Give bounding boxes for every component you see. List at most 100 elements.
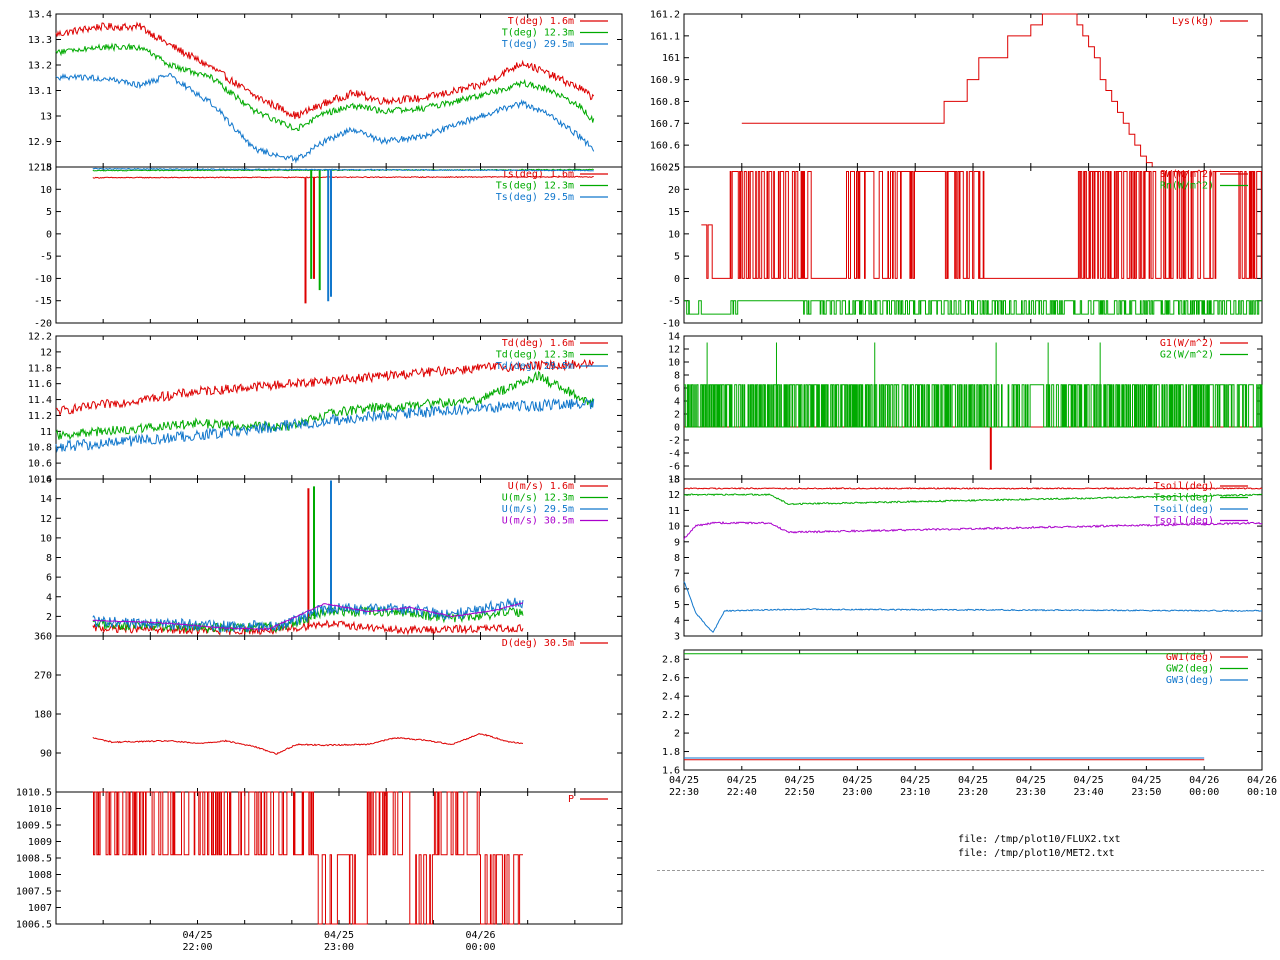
x-tick-date: 04/25 [727,775,757,786]
series-line-1 [55,42,595,131]
legend-label: U(m/s) 30.5m [502,516,574,527]
y-tick-label: 10.4 [28,475,52,486]
y-tick-label: 1008 [28,870,52,881]
legend-label: Tsoil(deg) [1154,504,1214,515]
y-tick-label: 12 [40,347,52,358]
x-tick-time: 23:00 [324,942,354,953]
y-tick-label: 8 [674,371,680,382]
y-tick-label: 1.8 [662,747,680,758]
y-tick-label: 5 [674,600,680,611]
x-tick-time: 23:30 [1016,787,1046,798]
y-tick-label: 3 [674,632,680,643]
y-tick-label: 13.3 [28,35,52,46]
x-tick-date: 04/25 [900,775,930,786]
y-tick-label: -15 [34,296,52,307]
y-tick-label: 13 [40,112,52,123]
y-tick-label: -10 [34,274,52,285]
y-tick-label: 12 [40,514,52,525]
y-tick-label: 13.1 [28,86,52,97]
series-line-1 [684,300,1262,315]
y-tick-label: -20 [34,319,52,330]
y-tick-label: 360 [34,632,52,643]
series-line-0 [55,358,595,417]
y-tick-label: 1007.5 [16,887,52,898]
separator-rule [657,870,1264,871]
legend-label: Td(deg) 12.3m [496,350,574,361]
y-tick-label: 180 [34,710,52,721]
series-line-1 [684,384,1263,428]
y-tick-label: 1010.5 [16,788,52,799]
legend-label: T(deg) 1.6m [508,16,574,27]
legend-label: Ts(deg) 12.3m [496,181,574,192]
legend-label: U(m/s) 12.3m [502,493,574,504]
y-tick-label: 4 [674,397,680,408]
chart-left-wind-direction: 90 180 270 360 D(deg) 30.5m [34,632,623,793]
y-tick-label: 12.9 [28,137,52,148]
legend-label: G2(W/m^2) [1160,350,1214,361]
y-tick-label: 1009.5 [16,821,52,832]
x-tick-time: 23:50 [1131,787,1161,798]
chart-right-ground-heat: -8 -6 -4 -2 0 2 4 6 8 10 12 14 G1(W/m^2)G2(W/m^2) [668,332,1263,486]
x-tick-time: 22:40 [727,787,757,798]
y-tick-label: 2 [674,729,680,740]
legend-label: Tsoil(deg) [1154,516,1214,527]
y-tick-label: 15 [668,207,680,218]
y-tick-label: 1.6 [662,766,680,777]
y-tick-label: 6 [674,384,680,395]
y-tick-label: 4 [46,592,52,603]
chart-left-pressure: 1006.5 1007 1007.5 1008 1008.5 1009 1009.5 1010… [16,788,623,931]
x-tick-time: 22:30 [669,787,699,798]
y-tick-label: 25 [668,163,680,174]
y-tick-label: 11 [40,427,52,438]
y-tick-label: 160.9 [650,75,680,86]
y-tick-label: 160.8 [650,97,680,108]
y-tick-label: -5 [40,252,52,263]
y-tick-label: 10 [40,185,52,196]
series-line-1 [92,486,524,634]
legend-label: GW2(deg) [1166,664,1214,675]
y-tick-label: 10 [668,229,680,240]
series-line-0 [741,13,1153,167]
y-tick-label: 4 [674,616,680,627]
y-tick-label: 160.7 [650,119,680,130]
y-tick-label: 1008.5 [16,854,52,865]
x-tick-date: 04/26 [465,930,495,941]
y-tick-label: 11.6 [28,379,52,390]
legend-label: U(m/s) 1.6m [508,481,574,492]
y-tick-label: 1007 [28,903,52,914]
y-tick-label: 1006.5 [16,920,52,931]
y-tick-label: 160.5 [650,163,680,174]
y-tick-label: 8 [674,553,680,564]
x-tick-date: 04/25 [324,930,354,941]
legend-label: Td(deg) 1.6m [502,338,574,349]
chart-right-soil-temperature: 345678910111213Tsoil(deg)Tsoil(deg)Tsoil… [668,475,1263,643]
x-tick-date: 04/25 [182,930,212,941]
series-line-0 [92,791,523,925]
x-tick-time: 23:00 [842,787,872,798]
x-tick-date: 04/25 [1131,775,1161,786]
y-tick-label: 1010 [28,804,52,815]
y-tick-label: 0 [674,274,680,285]
series-line-2 [92,167,594,302]
y-tick-label: 12.2 [28,332,52,343]
chart-left-dewpoint: 10.4 10.6 10.8 11 11.2 11.4 11.6 11.8 12 12.2 Td(d… [28,332,623,486]
y-tick-label: 5 [674,252,680,263]
y-tick-label: 161.1 [650,31,680,42]
y-tick-label: 2.4 [662,692,680,703]
y-tick-label: -8 [668,475,680,486]
y-tick-label: 13 [668,475,680,486]
series-line-2 [55,72,595,164]
y-tick-label: 13.4 [28,10,52,21]
x-tick-time: 00:00 [465,942,495,953]
series-line-1 [55,370,595,440]
y-tick-label: -5 [668,296,680,307]
y-tick-label: 9 [674,537,680,548]
x-tick-time: 00:10 [1247,787,1277,798]
y-tick-label: 6 [46,573,52,584]
y-tick-label: 8 [46,553,52,564]
series-line-0 [683,487,1263,490]
legend-label: Rn(W/m^2) [1160,181,1214,192]
